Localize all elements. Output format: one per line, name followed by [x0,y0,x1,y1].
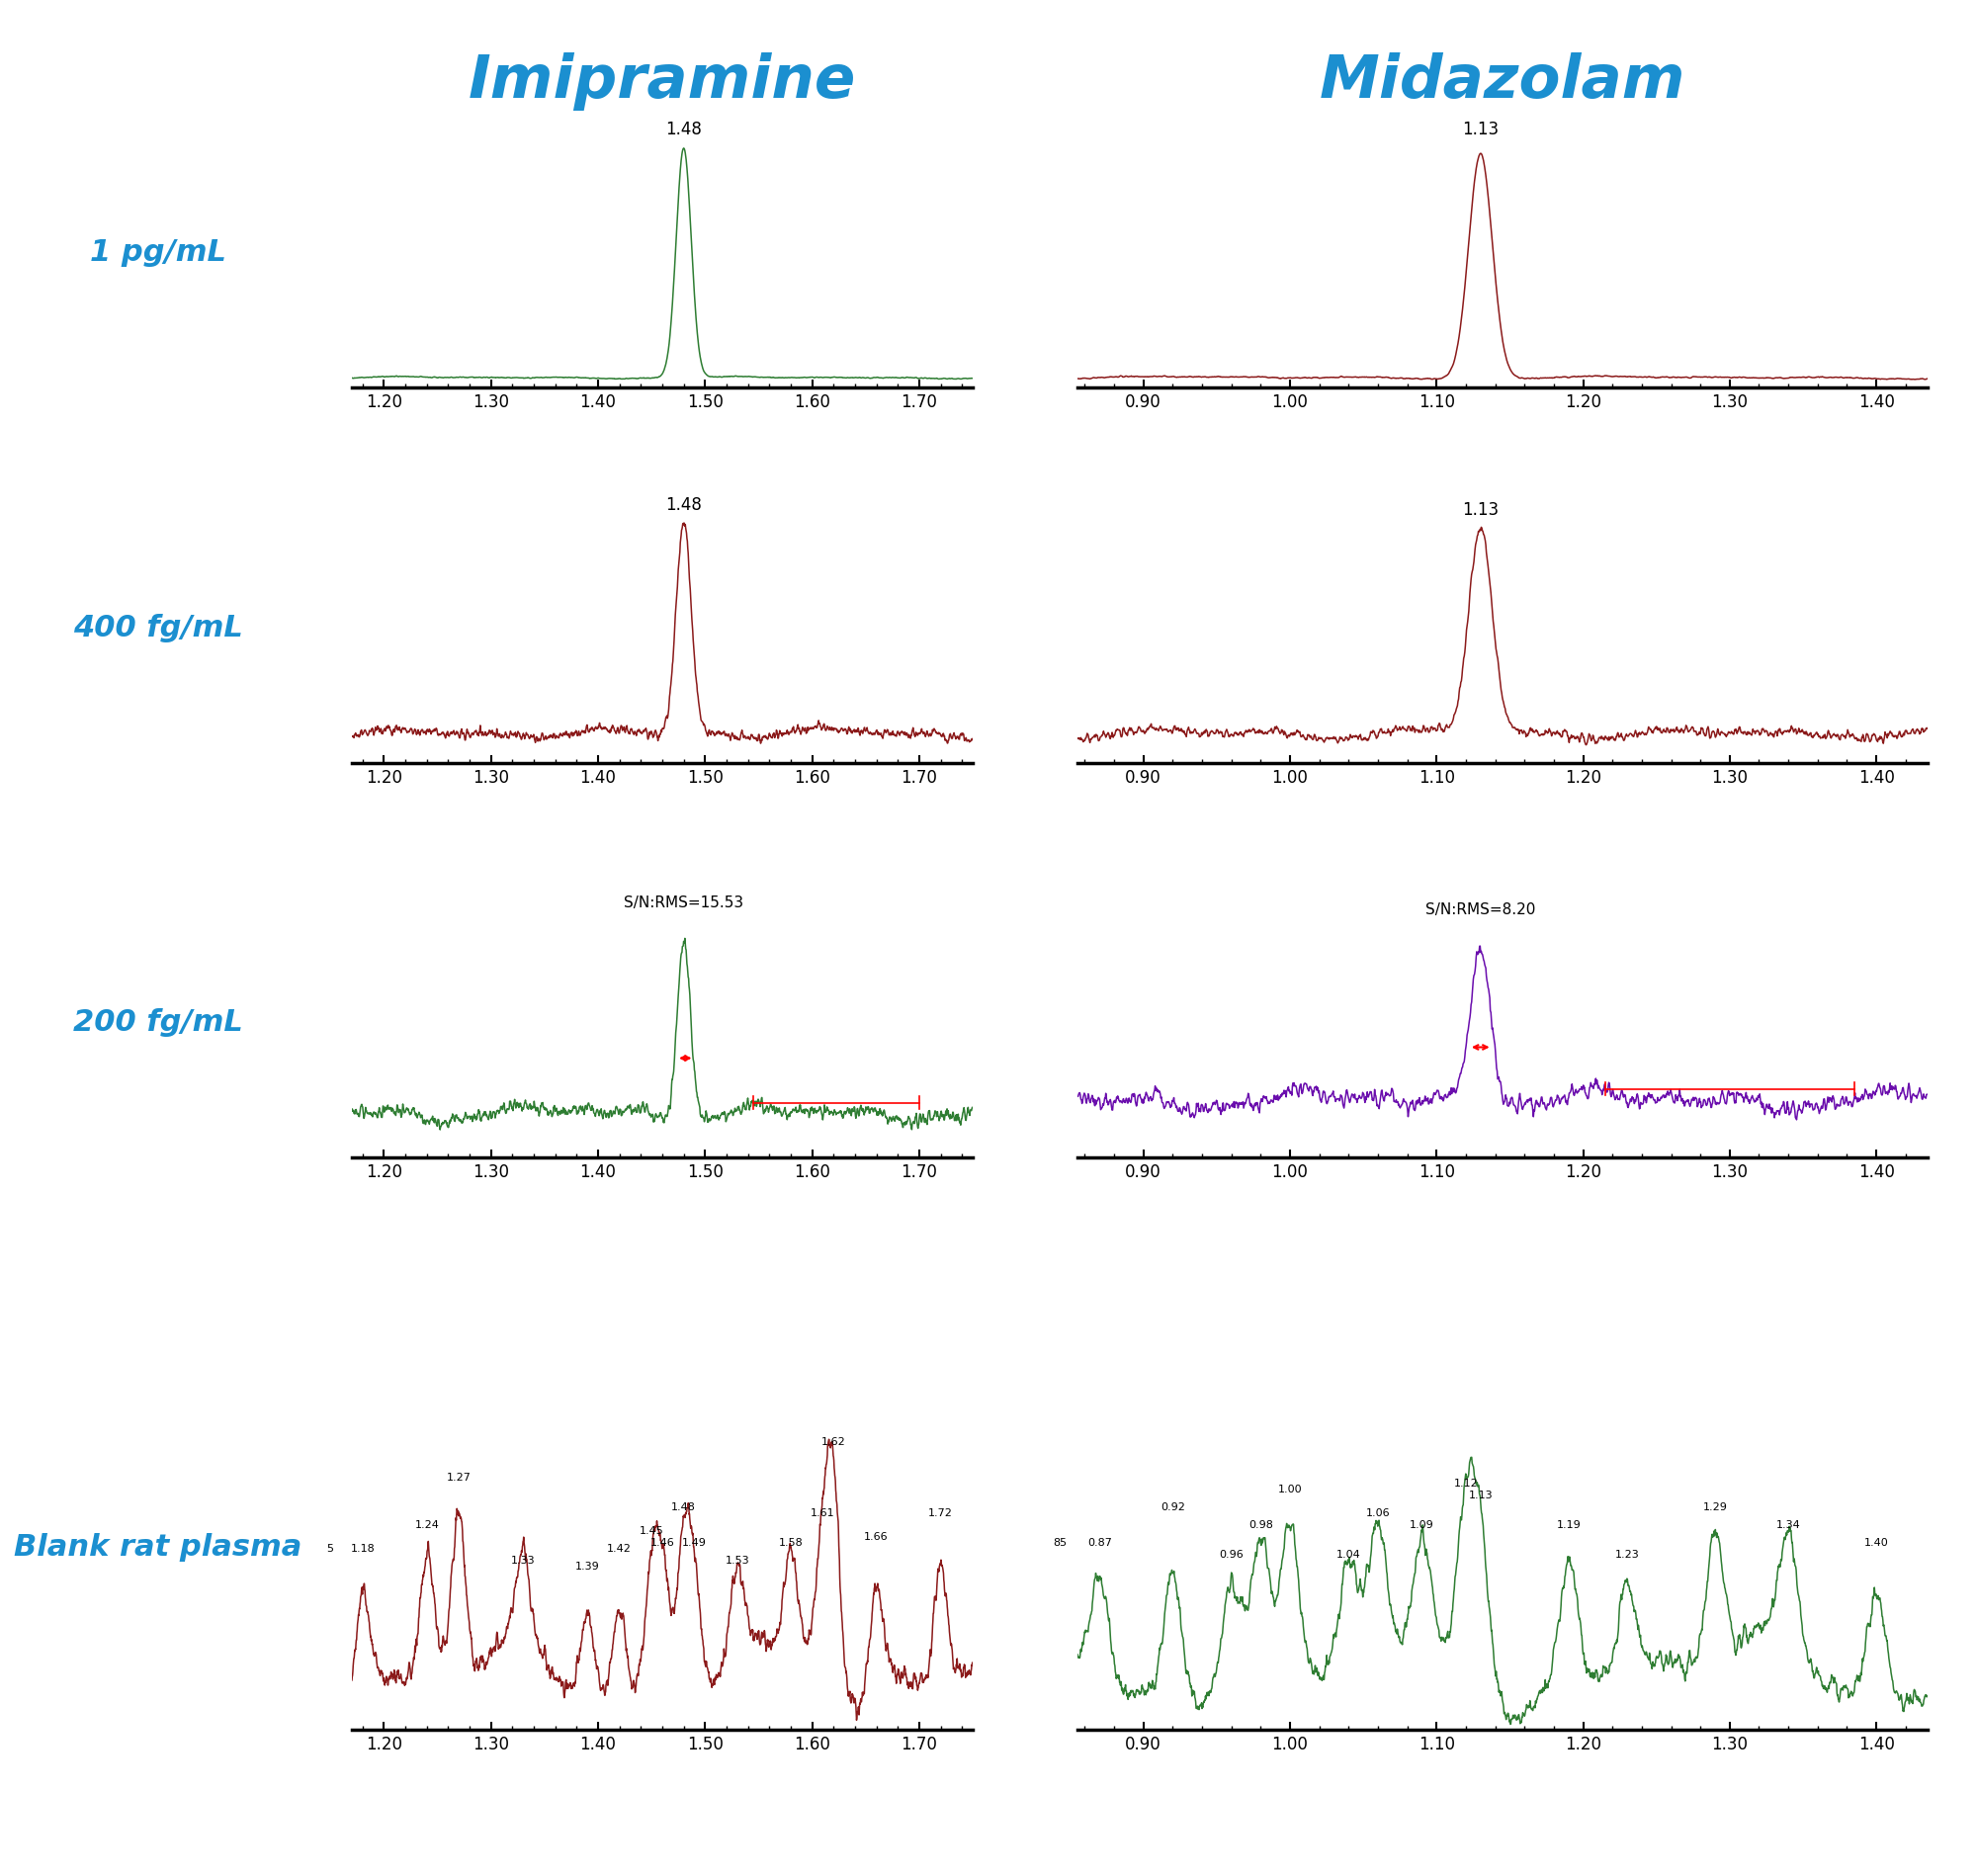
Text: 1.72: 1.72 [929,1508,953,1518]
Text: 1.40: 1.40 [1864,1536,1888,1546]
Text: 1.04: 1.04 [1336,1550,1360,1559]
Text: 1.53: 1.53 [726,1555,749,1565]
Text: 1.34: 1.34 [1775,1520,1801,1529]
Text: Imipramine: Imipramine [469,53,856,111]
Text: 400 fg/mL: 400 fg/mL [73,613,243,642]
Text: 1.24: 1.24 [415,1520,439,1529]
Text: 1.18: 1.18 [350,1542,376,1553]
Text: 1.33: 1.33 [510,1555,536,1565]
Text: S/N:RMS=8.20: S/N:RMS=8.20 [1425,902,1536,917]
Text: 0.96: 0.96 [1220,1550,1244,1559]
Text: 200 fg/mL: 200 fg/mL [73,1007,243,1036]
Text: 1.46: 1.46 [650,1536,674,1546]
Text: 1.66: 1.66 [864,1531,888,1540]
Text: 5: 5 [326,1542,334,1553]
Text: 1 pg/mL: 1 pg/mL [91,238,225,266]
Text: S/N:RMS=15.53: S/N:RMS=15.53 [625,895,743,910]
Text: 1.09: 1.09 [1410,1520,1433,1529]
Text: 1.62: 1.62 [820,1437,846,1446]
Text: 1.48: 1.48 [666,495,702,514]
Text: 0.92: 0.92 [1160,1501,1184,1512]
Text: 1.48: 1.48 [666,120,702,139]
Text: 1.39: 1.39 [575,1561,599,1570]
Text: 1.06: 1.06 [1366,1508,1390,1518]
Text: 1.19: 1.19 [1556,1520,1582,1529]
Text: 1.12: 1.12 [1453,1478,1479,1488]
Text: 1.00: 1.00 [1277,1484,1303,1493]
Text: 1.45: 1.45 [639,1525,664,1535]
Text: 1.27: 1.27 [447,1473,471,1482]
Text: 1.48: 1.48 [672,1501,696,1512]
Text: 1.29: 1.29 [1702,1501,1728,1512]
Text: 1.13: 1.13 [1469,1490,1493,1499]
Text: 1.61: 1.61 [811,1508,834,1518]
Text: 1.23: 1.23 [1615,1550,1639,1559]
Text: 1.42: 1.42 [607,1542,633,1553]
Text: Blank rat plasma: Blank rat plasma [14,1533,302,1561]
Text: 1.13: 1.13 [1463,120,1499,139]
Text: 1.58: 1.58 [779,1536,803,1546]
Text: 0.87: 0.87 [1087,1536,1111,1546]
Text: 85: 85 [1054,1536,1068,1546]
Text: 1.49: 1.49 [682,1536,706,1546]
Text: 0.98: 0.98 [1247,1520,1273,1529]
Text: 1.13: 1.13 [1463,501,1499,518]
Text: Midazolam: Midazolam [1319,53,1686,111]
